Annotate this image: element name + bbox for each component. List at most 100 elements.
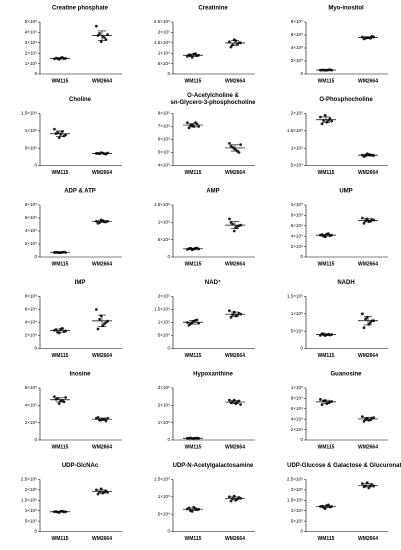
data-point — [365, 481, 369, 485]
y-tick-label: 0 — [300, 254, 303, 259]
data-point — [361, 312, 364, 316]
panel-title: Creatinine — [198, 6, 228, 12]
data-point — [229, 144, 233, 148]
x-tick-label: WM2664 — [92, 261, 112, 267]
data-point — [53, 395, 56, 399]
data-point — [228, 495, 231, 499]
x-tick-label: WM115 — [318, 353, 335, 359]
data-point — [96, 221, 100, 225]
data-point — [54, 397, 58, 401]
y-tick-label: 2×10⁵ — [291, 58, 303, 63]
data-point — [320, 122, 324, 126]
data-point — [361, 415, 364, 418]
y-tick-label: 5×10⁴ — [158, 333, 170, 338]
x-tick-label: WM2664 — [225, 170, 245, 176]
data-point — [232, 38, 236, 42]
y-tick-label: 8×10⁵ — [158, 111, 170, 116]
x-tick-label: WM115 — [185, 170, 202, 176]
data-point — [362, 326, 366, 330]
y-tick-label: 2.5×10⁶ — [21, 477, 37, 482]
data-point — [228, 142, 231, 145]
y-tick-label: 0 — [34, 529, 37, 534]
data-point — [330, 400, 333, 403]
y-tick-label: 5×10⁴ — [158, 237, 170, 242]
y-tick-label: 0 — [167, 254, 170, 259]
data-point — [106, 33, 109, 36]
data-point — [327, 232, 330, 236]
y-tick-label: 2.5×10⁶ — [287, 477, 303, 482]
data-point — [197, 125, 201, 128]
sd-bar — [364, 316, 372, 326]
y-tick-label: 2×10⁵ — [158, 403, 170, 408]
y-tick-label: 0 — [34, 254, 37, 259]
y-tick-label: 1.5×10⁵ — [287, 128, 303, 133]
y-tick-label: 1.5×10⁵ — [287, 294, 303, 299]
y-tick-label: 5×10⁵ — [25, 518, 37, 523]
panel-title: O-Phosphocholine — [319, 97, 373, 103]
sd-bar — [231, 40, 239, 46]
panel-title: Myo-inositol — [328, 6, 364, 12]
x-tick-label: WM115 — [185, 261, 202, 267]
y-tick-label: 4×10⁵ — [25, 403, 37, 408]
y-tick-label: 3×10⁵ — [158, 385, 170, 390]
y-tick-label: 1.5×10⁶ — [21, 498, 37, 503]
x-tick-label: WM2664 — [358, 170, 378, 176]
y-tick-label: 6×10⁵ — [25, 385, 37, 390]
y-tick-label: 3×10⁵ — [25, 40, 37, 45]
sd-bar — [231, 221, 239, 229]
y-tick-label: 6×10⁴ — [291, 223, 303, 228]
x-tick-label: WM2664 — [225, 353, 245, 359]
y-tick-label: 1.5×10⁵ — [154, 202, 170, 207]
sd-bar — [98, 489, 106, 494]
data-point — [361, 482, 364, 486]
data-point — [187, 323, 191, 327]
y-tick-label: 2×10⁵ — [158, 30, 170, 35]
data-point — [320, 504, 324, 508]
y-tick-label: 0 — [300, 437, 303, 442]
sd-bar — [364, 153, 372, 157]
panel-title: Creatine phosphate — [52, 6, 109, 12]
y-tick-label: 1×10⁶ — [25, 128, 37, 133]
sd-bar — [98, 220, 106, 223]
sd-bar — [322, 505, 330, 508]
sd-bar — [322, 333, 330, 336]
x-tick-label: WM2664 — [92, 353, 112, 359]
panel-title: UDP-Glucose & Galactose & Glucuronate — [287, 463, 401, 469]
x-tick-label: WM115 — [318, 78, 335, 84]
data-point — [319, 398, 322, 401]
data-point — [229, 45, 233, 49]
data-point — [61, 326, 64, 330]
x-tick-label: WM2664 — [225, 261, 245, 267]
y-tick-label: 6×10⁵ — [25, 215, 37, 220]
sd-bar — [56, 511, 64, 513]
panel-title: Inosine — [69, 372, 91, 378]
data-point — [228, 217, 231, 221]
sd-bar — [364, 36, 372, 39]
data-point — [99, 40, 103, 44]
y-tick-label: 1×10⁵ — [291, 145, 303, 150]
panel-title: NAD⁺ — [205, 279, 221, 286]
y-tick-label: 8×10⁴ — [291, 213, 303, 218]
sd-bar — [98, 30, 106, 41]
y-tick-label: 0 — [167, 437, 170, 442]
y-tick-label: 2×10⁴ — [291, 427, 303, 432]
y-tick-label: 4×10⁴ — [291, 233, 303, 238]
panel-title: AMP — [206, 189, 219, 195]
sd-bar — [98, 417, 106, 421]
panel-title: ADP & ATP — [64, 189, 96, 195]
y-tick-label: 4×10⁴ — [291, 416, 303, 421]
y-tick-label: 6×10⁴ — [291, 406, 303, 411]
y-tick-label: 4×10⁵ — [158, 163, 170, 168]
sd-bar — [364, 417, 372, 421]
y-tick-label: 2×10⁶ — [291, 487, 303, 492]
y-tick-label: 1×10⁵ — [158, 420, 170, 425]
x-tick-label: WM2664 — [358, 444, 378, 450]
data-point — [323, 113, 327, 117]
data-point — [320, 403, 324, 407]
data-point — [96, 416, 100, 419]
panel-title: NADH — [337, 280, 354, 286]
data-point — [330, 119, 333, 123]
y-tick-label: 2×10⁵ — [25, 241, 37, 246]
sd-bar — [189, 507, 197, 511]
